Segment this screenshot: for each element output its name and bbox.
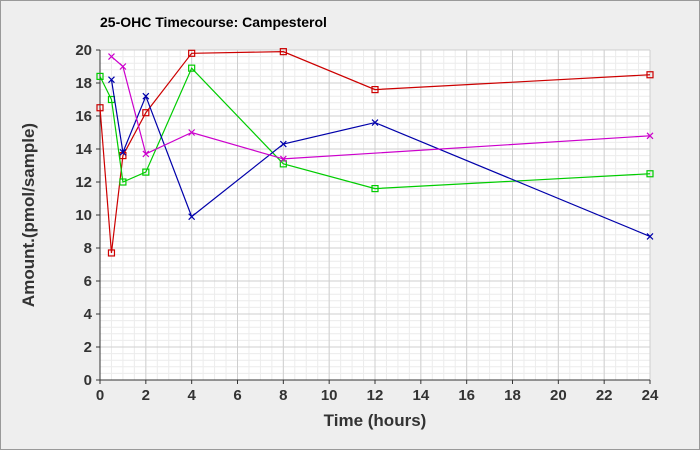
- y-tick-label: 6: [84, 273, 92, 290]
- data-point: [188, 213, 196, 221]
- data-point: [119, 148, 127, 156]
- series-3: [108, 76, 654, 240]
- data-point: [646, 170, 654, 178]
- data-point: [107, 249, 116, 257]
- x-tick-labels: 0 2 4 6 8 10 12 14 16 18 20 22 24: [96, 380, 659, 404]
- series-4: [108, 53, 654, 163]
- x-tick-label: 18: [504, 387, 521, 404]
- series-1: [96, 48, 654, 257]
- data-point: [371, 185, 379, 193]
- x-tick-label: 20: [550, 387, 567, 404]
- data-point: [142, 150, 150, 158]
- data-point: [119, 63, 127, 70]
- y-tick-label: 20: [75, 42, 92, 59]
- x-tick-label: 8: [279, 387, 287, 404]
- data-point: [188, 49, 196, 57]
- data-point: [371, 119, 379, 127]
- x-tick-label: 16: [458, 387, 475, 404]
- data-point: [279, 48, 287, 56]
- chart-title: 25-OHC Timecourse: Campesterol: [100, 14, 327, 30]
- series-2: [96, 64, 654, 193]
- x-tick-label: 6: [233, 387, 241, 404]
- data-point: [119, 178, 127, 186]
- y-tick-label: 18: [75, 75, 92, 92]
- y-tick-label: 10: [75, 207, 92, 224]
- y-axis-title: Amount.(pmol/sample): [19, 123, 38, 307]
- y-tick-label: 2: [84, 339, 92, 356]
- data-point: [142, 92, 150, 100]
- x-tick-label: 10: [321, 387, 338, 404]
- data-point: [646, 71, 654, 79]
- data-point: [646, 132, 654, 140]
- data-point: [188, 64, 196, 72]
- data-point: [142, 109, 150, 117]
- x-tick-label: 12: [367, 387, 384, 404]
- y-tick-label: 4: [84, 306, 93, 323]
- y-tick-label: 14: [75, 141, 92, 158]
- y-tick-label: 8: [84, 240, 92, 257]
- y-tick-label: 16: [75, 108, 92, 125]
- data-point: [646, 233, 654, 240]
- data-point: [96, 104, 104, 112]
- data-point: [371, 85, 379, 94]
- data-point: [108, 53, 115, 61]
- x-tick-label: 22: [596, 387, 613, 404]
- y-tick-labels: 0 2 4 6 8 10 12 14 16 18 20: [75, 42, 100, 389]
- x-tick-label: 2: [142, 387, 150, 404]
- data-point: [142, 168, 150, 176]
- x-tick-label: 14: [412, 387, 429, 404]
- data-point: [279, 160, 287, 168]
- data-point: [279, 155, 287, 163]
- series-layer: [96, 48, 654, 257]
- series-line: [99, 67, 651, 190]
- x-tick-label: 24: [642, 387, 659, 404]
- data-point: [279, 140, 287, 148]
- x-axis-title: Time (hours): [324, 411, 427, 430]
- data-point: [108, 76, 115, 84]
- data-point: [188, 129, 196, 136]
- series-line: [99, 51, 651, 254]
- y-tick-label: 0: [84, 372, 92, 389]
- x-tick-label: 0: [96, 387, 104, 404]
- data-point: [96, 72, 104, 81]
- major-grid: [99, 49, 651, 381]
- y-tick-label: 12: [75, 174, 92, 191]
- x-tick-label: 4: [187, 387, 196, 404]
